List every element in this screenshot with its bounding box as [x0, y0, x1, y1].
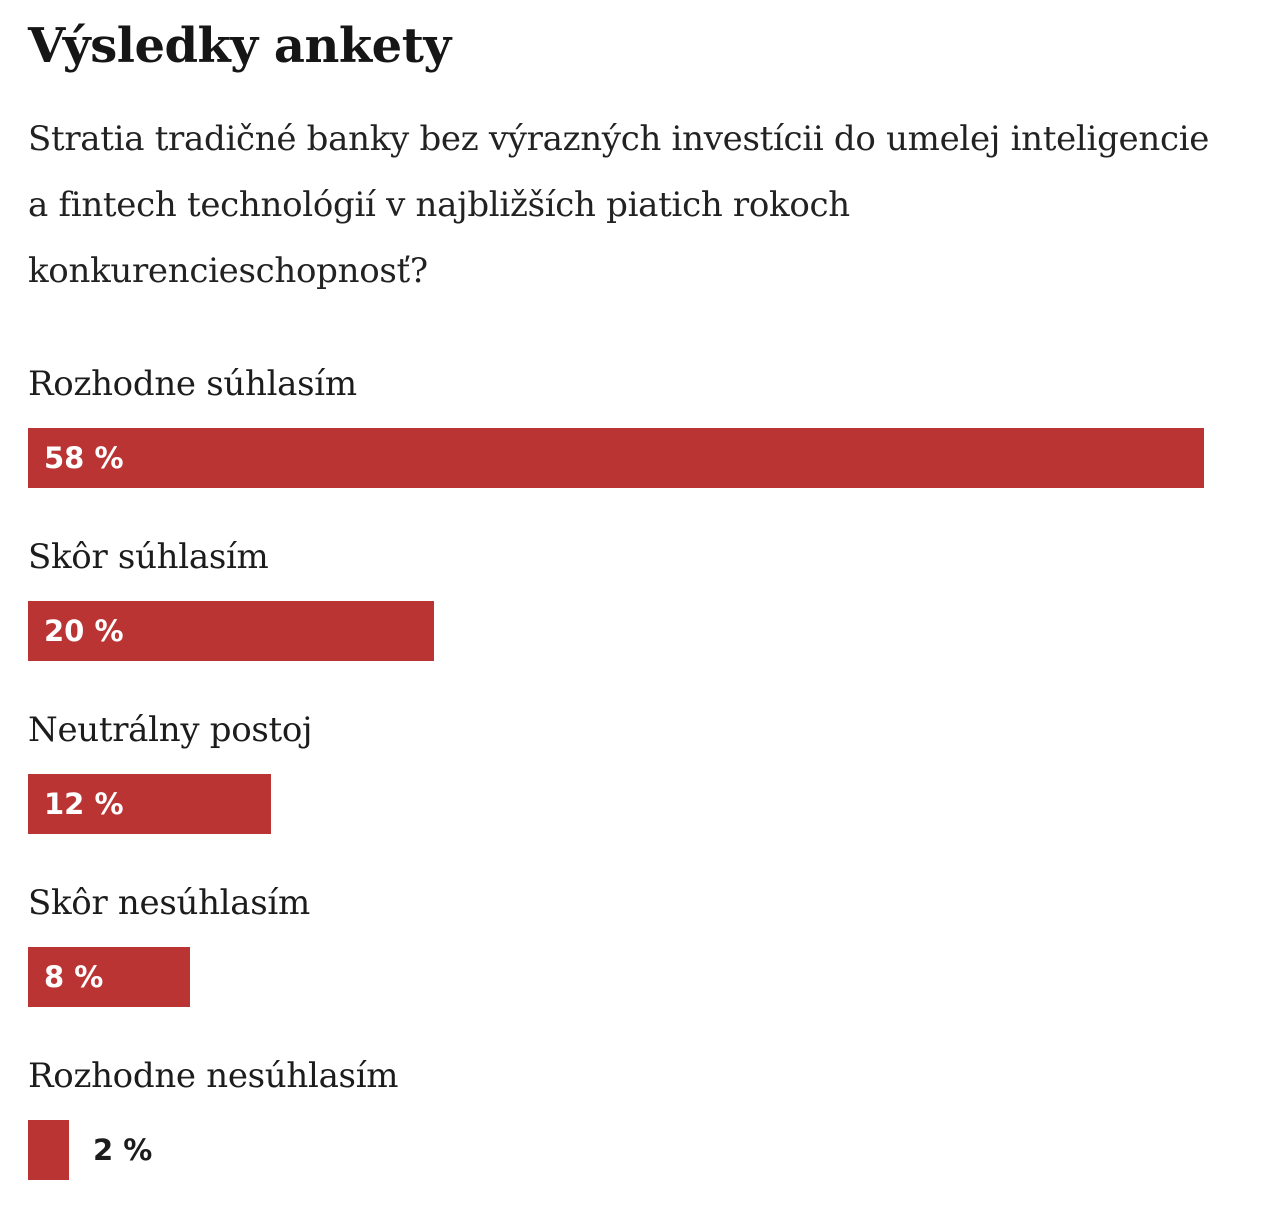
option-label: Rozhodne súhlasím	[28, 364, 357, 404]
poll-results: Výsledky ankety Stratia tradičné banky b…	[28, 0, 1248, 1228]
poll-option: Skôr nesúhlasím 8 %	[28, 871, 1204, 1044]
bar-track: 20 %	[28, 601, 1204, 661]
bar-track: 58 %	[28, 428, 1204, 488]
bar-track: 8 %	[28, 947, 1204, 1007]
option-label: Skôr súhlasím	[28, 537, 269, 577]
poll-option: Rozhodne súhlasím 58 %	[28, 352, 1204, 525]
poll-option: Rozhodne nesúhlasím 2 %	[28, 1044, 1204, 1217]
bar	[28, 428, 1204, 488]
bar-value-label: 2 %	[93, 1133, 153, 1167]
bar	[28, 947, 190, 1007]
poll-title: Výsledky ankety	[28, 18, 451, 74]
option-label: Rozhodne nesúhlasím	[28, 1056, 399, 1096]
poll-option: Neutrálny postoj 12 %	[28, 698, 1204, 871]
bar-value-label: 12 %	[44, 787, 124, 821]
bar-track: 12 %	[28, 774, 1204, 834]
bar	[28, 774, 271, 834]
bar	[28, 601, 434, 661]
option-label: Skôr nesúhlasím	[28, 883, 310, 923]
bar-value-label: 58 %	[44, 441, 124, 475]
bar-track: 2 %	[28, 1120, 1204, 1180]
bar-value-label: 20 %	[44, 614, 124, 648]
option-label: Neutrálny postoj	[28, 710, 313, 750]
bar-value-label: 8 %	[44, 960, 104, 994]
bar	[28, 1120, 69, 1180]
poll-question: Stratia tradičné banky bez výrazných inv…	[28, 119, 1210, 291]
poll-options: Rozhodne súhlasím 58 % Skôr súhlasím 20 % Ne…	[28, 352, 1204, 1217]
poll-option: Skôr súhlasím 20 %	[28, 525, 1204, 698]
